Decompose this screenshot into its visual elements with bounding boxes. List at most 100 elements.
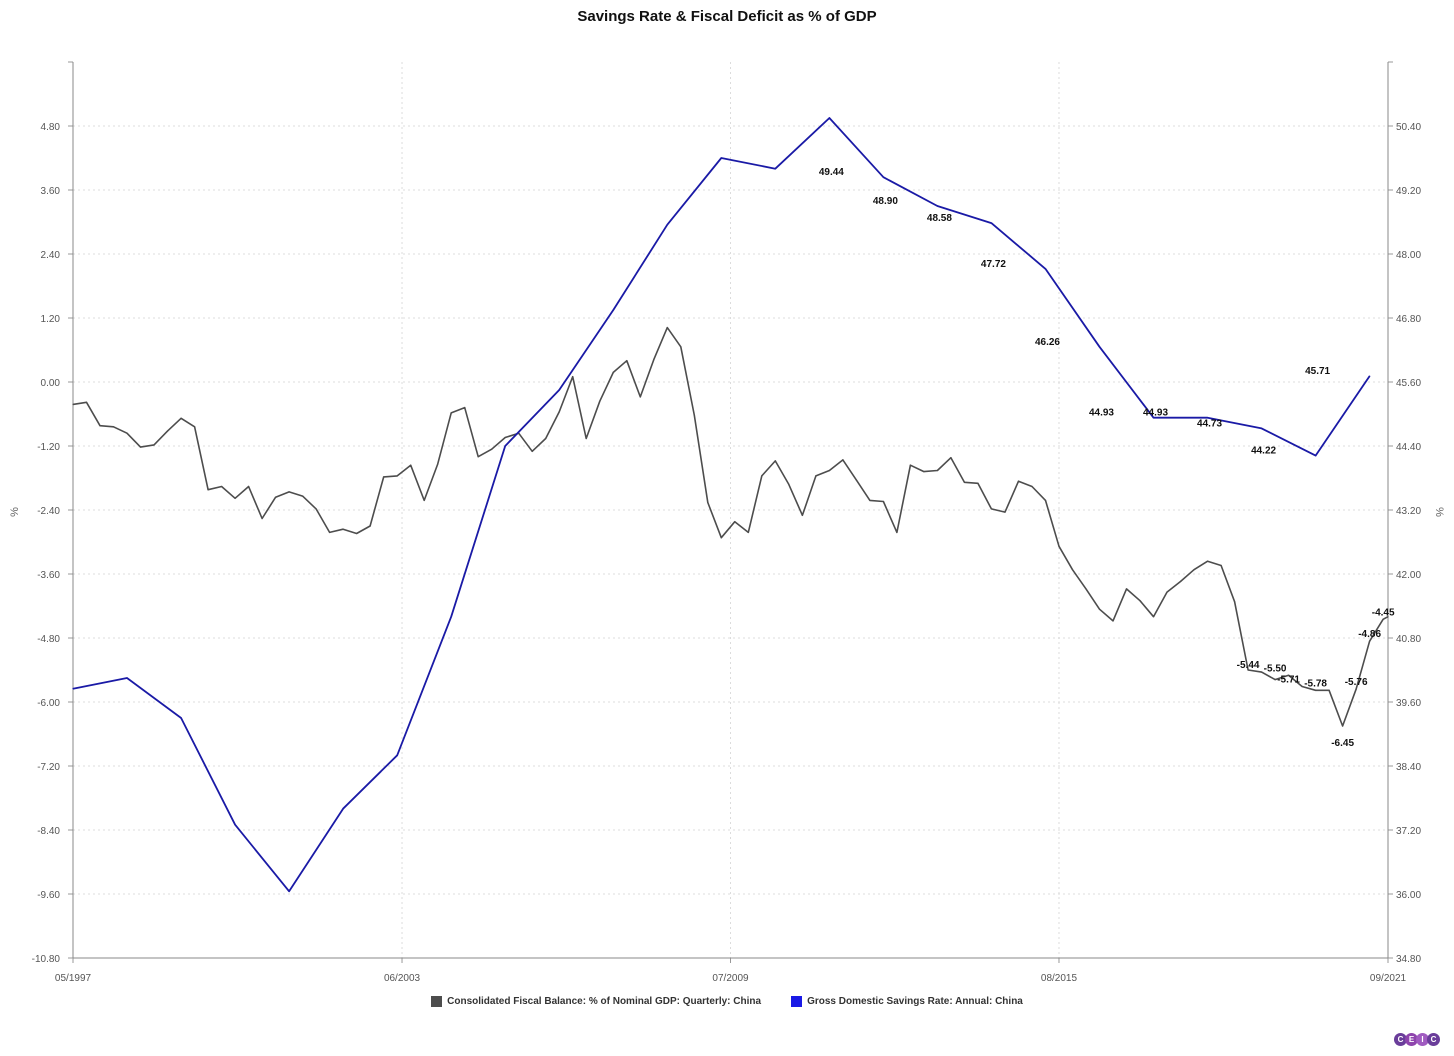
data-point-fiscal-balance xyxy=(207,489,209,491)
data-point-fiscal-balance xyxy=(423,499,425,501)
data-point-fiscal-balance xyxy=(720,537,722,539)
data-label-fiscal-balance: -5.50 xyxy=(1264,663,1287,674)
data-point-fiscal-balance xyxy=(869,499,871,501)
data-point-fiscal-balance xyxy=(1287,674,1290,676)
data-point-fiscal-balance xyxy=(410,464,412,466)
data-point-fiscal-balance xyxy=(855,479,857,481)
data-point-fiscal-balance xyxy=(531,450,533,452)
data-point-fiscal-balance xyxy=(274,496,277,498)
data-point-fiscal-balance xyxy=(126,432,128,434)
data-point-fiscal-balance xyxy=(356,532,358,535)
data-point-fiscal-balance xyxy=(383,476,385,478)
left-axis-unit: % xyxy=(9,507,21,517)
legend-swatch-savings-rate xyxy=(791,996,803,1007)
data-point-savings-rate xyxy=(126,677,128,679)
data-point-fiscal-balance xyxy=(315,508,317,510)
data-point-fiscal-balance xyxy=(572,376,574,378)
data-point-fiscal-balance xyxy=(680,346,682,348)
data-point-fiscal-balance xyxy=(1233,601,1236,603)
data-label-fiscal-balance: -5.44 xyxy=(1237,660,1260,671)
legend-label-savings-rate: Gross Domestic Savings Rate: Annual: Chi… xyxy=(807,996,1023,1007)
data-point-fiscal-balance xyxy=(1085,588,1087,590)
data-point-fiscal-balance xyxy=(626,360,628,362)
data-point-fiscal-balance xyxy=(963,481,966,483)
data-point-savings-rate xyxy=(1369,375,1371,377)
data-point-fiscal-balance xyxy=(936,469,939,472)
data-point-fiscal-balance xyxy=(1260,671,1263,673)
data-point-savings-rate xyxy=(234,824,236,826)
data-label-fiscal-balance: -6.45 xyxy=(1331,738,1354,749)
data-point-fiscal-balance xyxy=(909,464,912,466)
left-tick-label: -3.60 xyxy=(37,570,60,581)
data-label-fiscal-balance: -5.76 xyxy=(1345,677,1368,688)
legend-item-fiscal-balance[interactable]: Consolidated Fiscal Balance: % of Nomina… xyxy=(431,996,761,1007)
data-point-fiscal-balance xyxy=(923,471,925,473)
data-point-fiscal-balance xyxy=(1166,591,1168,593)
data-point-fiscal-balance xyxy=(1004,511,1006,513)
data-point-fiscal-balance xyxy=(72,403,74,405)
right-tick-label: 45.60 xyxy=(1396,378,1421,389)
data-point-fiscal-balance xyxy=(491,448,493,450)
data-point-savings-rate xyxy=(342,808,344,810)
legend-item-savings-rate[interactable]: Gross Domestic Savings Rate: Annual: Chi… xyxy=(791,996,1023,1007)
right-tick-label: 42.00 xyxy=(1396,570,1421,581)
data-point-fiscal-balance xyxy=(734,521,736,523)
data-point-fiscal-balance xyxy=(1382,618,1384,620)
series-line-savings-rate xyxy=(72,117,1371,893)
data-point-fiscal-balance xyxy=(288,491,290,493)
data-point-fiscal-balance xyxy=(234,497,236,499)
data-point-savings-rate xyxy=(72,688,74,690)
data-point-fiscal-balance xyxy=(774,460,776,462)
data-point-fiscal-balance xyxy=(1152,616,1155,618)
data-point-savings-rate xyxy=(774,168,776,170)
left-tick-label: -2.40 xyxy=(37,506,60,517)
data-point-fiscal-balance xyxy=(1071,569,1074,571)
data-point-savings-rate xyxy=(1098,346,1101,348)
left-tick-label: -7.20 xyxy=(37,762,60,773)
data-point-fiscal-balance xyxy=(369,525,371,527)
data-point-fiscal-balance xyxy=(261,517,263,520)
data-point-fiscal-balance xyxy=(1044,499,1047,501)
data-point-savings-rate xyxy=(990,222,993,224)
data-point-fiscal-balance xyxy=(1098,608,1101,610)
chart-plot: 4.80 3.60 2.40 1.20 0.00 -1.20 -2.40 -3.60 -4.80… xyxy=(9,61,1445,984)
data-point-fiscal-balance xyxy=(112,426,115,428)
right-tick-label: 37.20 xyxy=(1396,826,1421,837)
left-tick-label: -10.80 xyxy=(32,954,61,965)
data-point-fiscal-balance xyxy=(828,469,830,472)
logo-letter: E xyxy=(1405,1033,1418,1046)
data-point-fiscal-balance xyxy=(180,417,182,419)
data-label-fiscal-balance: -5.71 xyxy=(1277,675,1300,686)
data-point-savings-rate xyxy=(288,890,290,892)
data-point-savings-rate xyxy=(1260,427,1263,429)
legend-swatch-fiscal-balance xyxy=(431,996,443,1007)
data-point-fiscal-balance xyxy=(639,396,641,398)
data-point-fiscal-balance xyxy=(693,414,695,416)
data-point-savings-rate xyxy=(450,616,452,618)
left-tick-label: 4.80 xyxy=(41,122,61,133)
data-point-fiscal-balance xyxy=(99,425,101,427)
data-point-fiscal-balance xyxy=(1342,725,1344,727)
data-label-savings-rate: 44.93 xyxy=(1089,408,1114,419)
data-point-fiscal-balance xyxy=(504,436,506,439)
right-tick-label: 36.00 xyxy=(1396,890,1421,901)
data-point-fiscal-balance xyxy=(882,500,884,503)
right-tick-label: 38.40 xyxy=(1396,762,1421,773)
right-tick-label: 44.40 xyxy=(1396,442,1421,453)
data-label-savings-rate: 48.90 xyxy=(873,196,898,207)
data-point-fiscal-balance xyxy=(801,514,803,516)
data-point-savings-rate xyxy=(396,754,398,756)
data-label-savings-rate: 46.26 xyxy=(1035,337,1060,348)
chart-title: Savings Rate & Fiscal Deficit as % of GD… xyxy=(577,8,877,25)
data-point-fiscal-balance xyxy=(1058,545,1060,547)
data-point-fiscal-balance xyxy=(329,531,331,534)
data-point-fiscal-balance xyxy=(1274,679,1276,681)
data-point-savings-rate xyxy=(612,309,614,311)
data-point-fiscal-balance xyxy=(599,400,601,402)
data-point-fiscal-balance xyxy=(747,531,749,534)
data-point-fiscal-balance xyxy=(477,456,479,458)
data-point-savings-rate xyxy=(180,717,182,719)
right-tick-label: 34.80 xyxy=(1396,954,1421,965)
data-point-fiscal-balance xyxy=(450,412,452,414)
data-label-savings-rate: 45.71 xyxy=(1305,366,1330,377)
